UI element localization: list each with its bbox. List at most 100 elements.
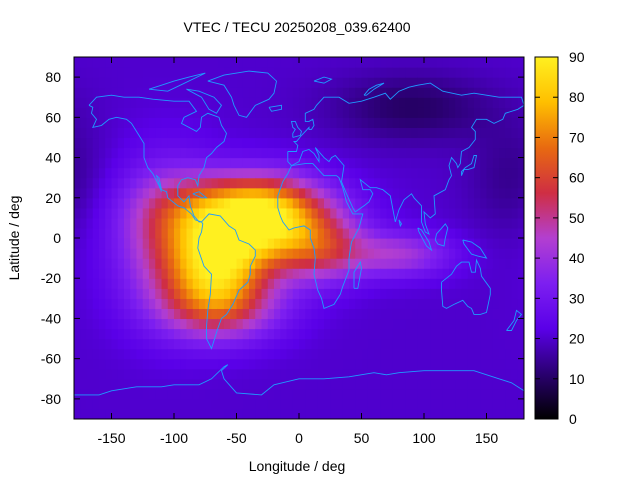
heatmap-cell	[267, 398, 275, 410]
heatmap-cell	[499, 97, 506, 108]
heatmap-cell	[161, 408, 169, 419]
heatmap-cell	[517, 197, 524, 209]
heatmap-cell	[517, 318, 524, 330]
heatmap-cell	[392, 358, 400, 370]
heatmap-cell	[517, 157, 524, 169]
heatmap-cell	[130, 147, 138, 159]
heatmap-cell	[205, 268, 213, 279]
heatmap-cell	[149, 227, 156, 239]
heatmap-cell	[367, 127, 375, 139]
heatmap-cell	[336, 338, 344, 350]
heatmap-cell	[292, 127, 300, 139]
heatmap-cell	[342, 147, 350, 159]
heatmap-cell	[474, 348, 481, 360]
heatmap-cell	[292, 197, 300, 209]
heatmap-cell	[324, 217, 331, 229]
heatmap-cell	[117, 227, 125, 239]
heatmap-cell	[274, 278, 281, 289]
heatmap-cell	[205, 217, 213, 229]
heatmap-cell	[455, 197, 463, 209]
heatmap-cell	[249, 207, 256, 219]
heatmap-cell	[442, 117, 450, 128]
heatmap-cell	[324, 328, 331, 340]
coastline-sri-lanka	[398, 219, 403, 228]
heatmap-cell	[142, 167, 150, 179]
heatmap-cell	[361, 238, 369, 249]
heatmap-cell	[361, 207, 369, 219]
heatmap-cell	[467, 117, 475, 128]
heatmap-cell	[142, 217, 150, 229]
heatmap-cell	[149, 107, 156, 118]
heatmap-cell	[386, 278, 394, 289]
heatmap-cell	[474, 167, 481, 179]
heatmap-cell	[424, 388, 431, 400]
heatmap-cell	[461, 167, 469, 179]
heatmap-cell	[467, 217, 475, 229]
heatmap-cell	[342, 127, 350, 139]
heatmap-cell	[474, 288, 481, 299]
heatmap-cell	[236, 388, 244, 400]
heatmap-cell	[442, 87, 450, 98]
heatmap-cell	[205, 137, 213, 149]
heatmap-cell	[186, 77, 194, 88]
heatmap-cell	[274, 57, 281, 68]
heatmap-cell	[286, 338, 294, 350]
heatmap-cell	[180, 348, 188, 360]
heatmap-cell	[517, 67, 524, 78]
heatmap-cell	[105, 358, 113, 370]
heatmap-cell	[474, 358, 481, 370]
heatmap-cell	[449, 408, 456, 419]
heatmap-cell	[255, 388, 263, 400]
heatmap-cell	[455, 187, 463, 199]
heatmap-cell	[392, 217, 400, 229]
heatmap-cell	[230, 368, 238, 380]
heatmap-cell	[399, 107, 406, 118]
heatmap-cell	[417, 197, 425, 209]
heatmap-cell	[405, 268, 413, 279]
heatmap-cell	[511, 328, 519, 340]
heatmap-cell	[311, 157, 319, 169]
heatmap-cell	[311, 398, 319, 410]
heatmap-cell	[442, 77, 450, 88]
heatmap-cell	[124, 217, 131, 229]
heatmap-cell	[92, 207, 100, 219]
heatmap-cell	[292, 77, 300, 88]
heatmap-cell	[99, 217, 106, 229]
heatmap-cell	[274, 77, 281, 88]
heatmap-cell	[336, 177, 344, 189]
heatmap-cell	[249, 298, 256, 309]
heatmap-cell	[192, 318, 200, 330]
heatmap-cell	[242, 358, 250, 370]
heatmap-cell	[436, 127, 444, 139]
heatmap-cell	[217, 137, 225, 149]
heatmap-cell	[461, 117, 469, 128]
heatmap-cell	[180, 278, 188, 289]
heatmap-cell	[330, 298, 338, 309]
heatmap-cell	[80, 338, 88, 350]
heatmap-cell	[386, 358, 394, 370]
heatmap-cell	[274, 358, 281, 370]
heatmap-cell	[367, 358, 375, 370]
heatmap-cell	[486, 127, 494, 139]
heatmap-cell	[367, 258, 375, 269]
heatmap-cell	[480, 107, 488, 118]
heatmap-cell	[161, 368, 169, 380]
heatmap-cell	[386, 197, 394, 209]
heatmap-cell	[292, 167, 300, 179]
heatmap-cell	[249, 398, 256, 410]
heatmap-cell	[180, 157, 188, 169]
heatmap-cell	[380, 378, 388, 390]
heatmap-cell	[442, 318, 450, 330]
heatmap-cell	[142, 298, 150, 309]
heatmap-cell	[261, 97, 269, 108]
heatmap-cell	[155, 248, 163, 259]
heatmap-cell	[280, 368, 288, 380]
heatmap-cell	[311, 177, 319, 189]
heatmap-cell	[99, 57, 106, 68]
heatmap-cell	[211, 258, 219, 269]
heatmap-cell	[167, 67, 175, 78]
heatmap-cell	[217, 207, 225, 219]
heatmap-cell	[317, 157, 325, 169]
heatmap-cell	[174, 348, 181, 360]
heatmap-cell	[505, 227, 513, 239]
